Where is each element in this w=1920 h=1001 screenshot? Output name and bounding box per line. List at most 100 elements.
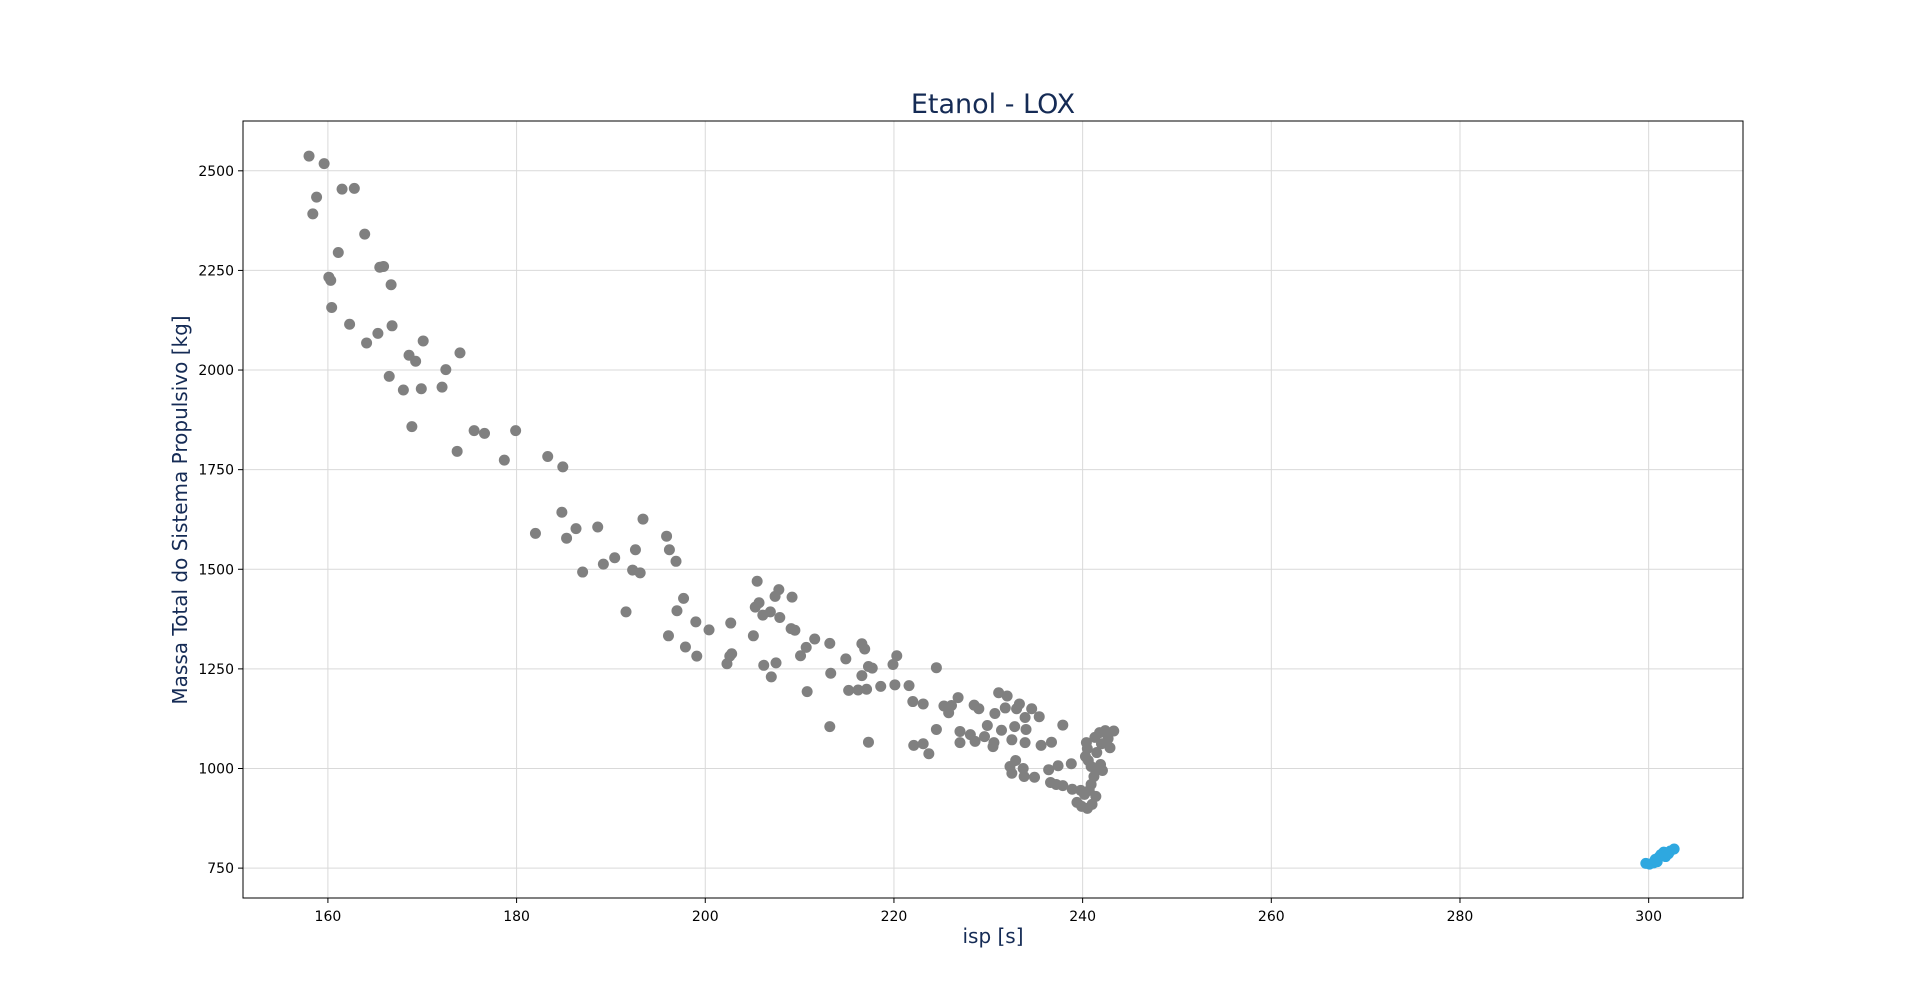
- scatter-point-series-1: [1080, 737, 1092, 749]
- scatter-point-series-1: [989, 708, 1001, 720]
- scatter-point-series-1: [786, 591, 798, 603]
- scatter-point-series-1: [325, 274, 337, 286]
- scatter-point-series-1: [1052, 760, 1064, 772]
- scatter-point-series-1: [917, 698, 929, 710]
- scatter-point-series-1: [907, 696, 919, 708]
- scatter-point-series-1: [862, 736, 874, 748]
- scatter-point-series-1: [1001, 690, 1013, 702]
- x-axis-ticks: 160 180 200 220 240 260 280 300: [315, 898, 1662, 925]
- scatter-point-series-1: [498, 454, 510, 466]
- scatter-point-series-1: [774, 611, 786, 623]
- scatter-point-series-1: [1066, 783, 1078, 795]
- scatter-point-series-1: [661, 530, 673, 542]
- scatter-point-series-1: [592, 521, 604, 533]
- scatter-point-series-1: [629, 544, 641, 556]
- scatter-point-series-1: [303, 150, 315, 162]
- x-tick-label: 200: [692, 909, 719, 925]
- y-tick-label: 2500: [198, 164, 234, 180]
- scatter-point-series-1: [749, 601, 761, 613]
- scatter-point-series-1: [620, 606, 632, 618]
- x-tick-label: 280: [1447, 909, 1474, 925]
- scatter-point-series-1: [789, 624, 801, 636]
- scatter-point-series-1: [769, 590, 781, 602]
- scatter-point-series-1: [406, 421, 418, 433]
- scatter-point-series-1: [852, 684, 864, 696]
- scatter-point-series-1: [1091, 747, 1103, 759]
- scatter-point-series-1: [662, 630, 674, 642]
- x-tick-label: 260: [1258, 909, 1285, 925]
- y-tick-label: 1500: [198, 562, 234, 578]
- scatter-point-series-1: [1011, 703, 1023, 715]
- scatter-point-series-1: [1104, 742, 1116, 754]
- scatter-point-series-1: [721, 658, 733, 670]
- scatter-point-series-1: [410, 355, 422, 367]
- scatter-point-series-1: [1033, 711, 1045, 723]
- scatter-point-series-1: [800, 641, 812, 653]
- scatter-point-series-1: [1045, 736, 1057, 748]
- scatter-point-series-1: [1020, 723, 1032, 735]
- scatter-point-series-1: [1019, 711, 1031, 723]
- scatter-point-series-1: [417, 335, 429, 347]
- scatter-point-series-1: [372, 327, 384, 339]
- scatter-point-series-1: [1057, 719, 1069, 731]
- scatter-point-series-1: [1017, 763, 1029, 774]
- y-tick-label: 1750: [198, 463, 234, 479]
- scatter-point-series-1: [663, 544, 675, 556]
- x-axis-label: isp [s]: [962, 924, 1023, 948]
- scatter-point-series-1: [859, 643, 871, 655]
- scatter-point-series-1: [725, 617, 737, 629]
- scatter-point-series-1: [824, 721, 836, 733]
- scatter-point-series-1: [801, 686, 813, 698]
- scatter-point-series-1: [577, 566, 589, 578]
- scatter-point-series-1: [866, 662, 878, 674]
- scatter-point-series-1: [952, 692, 964, 704]
- y-tick-label: 750: [207, 861, 234, 877]
- scatter-point-series-1: [332, 246, 344, 258]
- data-points: [303, 150, 1680, 870]
- scatter-point-series-1: [529, 527, 541, 539]
- chart-title: Etanol - LOX: [911, 89, 1075, 120]
- y-tick-label: 2000: [198, 363, 234, 379]
- scatter-point-series-1: [861, 683, 873, 695]
- scatter-point-series-1: [969, 735, 981, 747]
- scatter-point-series-1: [824, 637, 836, 649]
- scatter-point-series-1: [1096, 764, 1108, 776]
- scatter-point-series-1: [979, 731, 991, 743]
- x-tick-label: 180: [503, 909, 530, 925]
- scatter-point-series-1: [556, 506, 568, 518]
- scatter-point-series-1: [344, 318, 356, 330]
- scatter-point-series-1: [378, 260, 390, 272]
- scatter-point-series-1: [1043, 764, 1055, 776]
- scatter-point-series-1: [557, 461, 569, 473]
- y-tick-label: 1250: [198, 662, 234, 678]
- scatter-point-series-1: [690, 616, 702, 628]
- scatter-point-series-1: [993, 687, 1005, 699]
- scatter-point-series-1: [889, 679, 901, 691]
- scatter-point-series-1: [840, 653, 852, 665]
- scatter-point-series-1: [930, 662, 942, 674]
- scatter-point-series-1: [908, 739, 920, 751]
- scatter-point-series-1: [999, 702, 1011, 714]
- scatter-point-series-1: [479, 427, 491, 439]
- y-axis-ticks: 750 1000 1250 1500 1750 2000 2250 2500: [198, 164, 243, 877]
- scatter-point-series-1: [751, 575, 763, 587]
- scatter-point-series-1: [397, 384, 409, 396]
- scatter-point-series-1: [1057, 780, 1069, 792]
- scatter-point-series-1: [597, 558, 609, 570]
- scatter-point-series-1: [436, 381, 448, 393]
- x-tick-label: 300: [1635, 909, 1662, 925]
- scatter-point-series-1: [1009, 721, 1021, 733]
- scatter-point-series-1: [758, 659, 770, 671]
- scatter-point-series-1: [995, 724, 1007, 736]
- x-tick-label: 160: [315, 909, 342, 925]
- scatter-point-series-1: [747, 630, 759, 642]
- y-axis-label: Massa Total do Sistema Propulsivo [kg]: [168, 315, 192, 704]
- scatter-point-series-1: [609, 552, 621, 564]
- scatter-point-series-1: [930, 723, 942, 735]
- scatter-point-series-1: [887, 659, 899, 671]
- scatter-point-series-1: [385, 279, 397, 291]
- scatter-point-series-1: [809, 633, 821, 645]
- scatter-point-series-1: [943, 707, 955, 719]
- scatter-point-series-1: [336, 183, 348, 195]
